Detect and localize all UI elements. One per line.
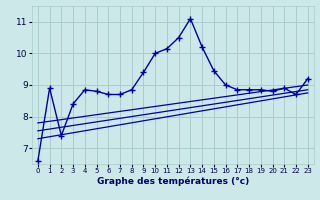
X-axis label: Graphe des températures (°c): Graphe des températures (°c) [97, 177, 249, 186]
